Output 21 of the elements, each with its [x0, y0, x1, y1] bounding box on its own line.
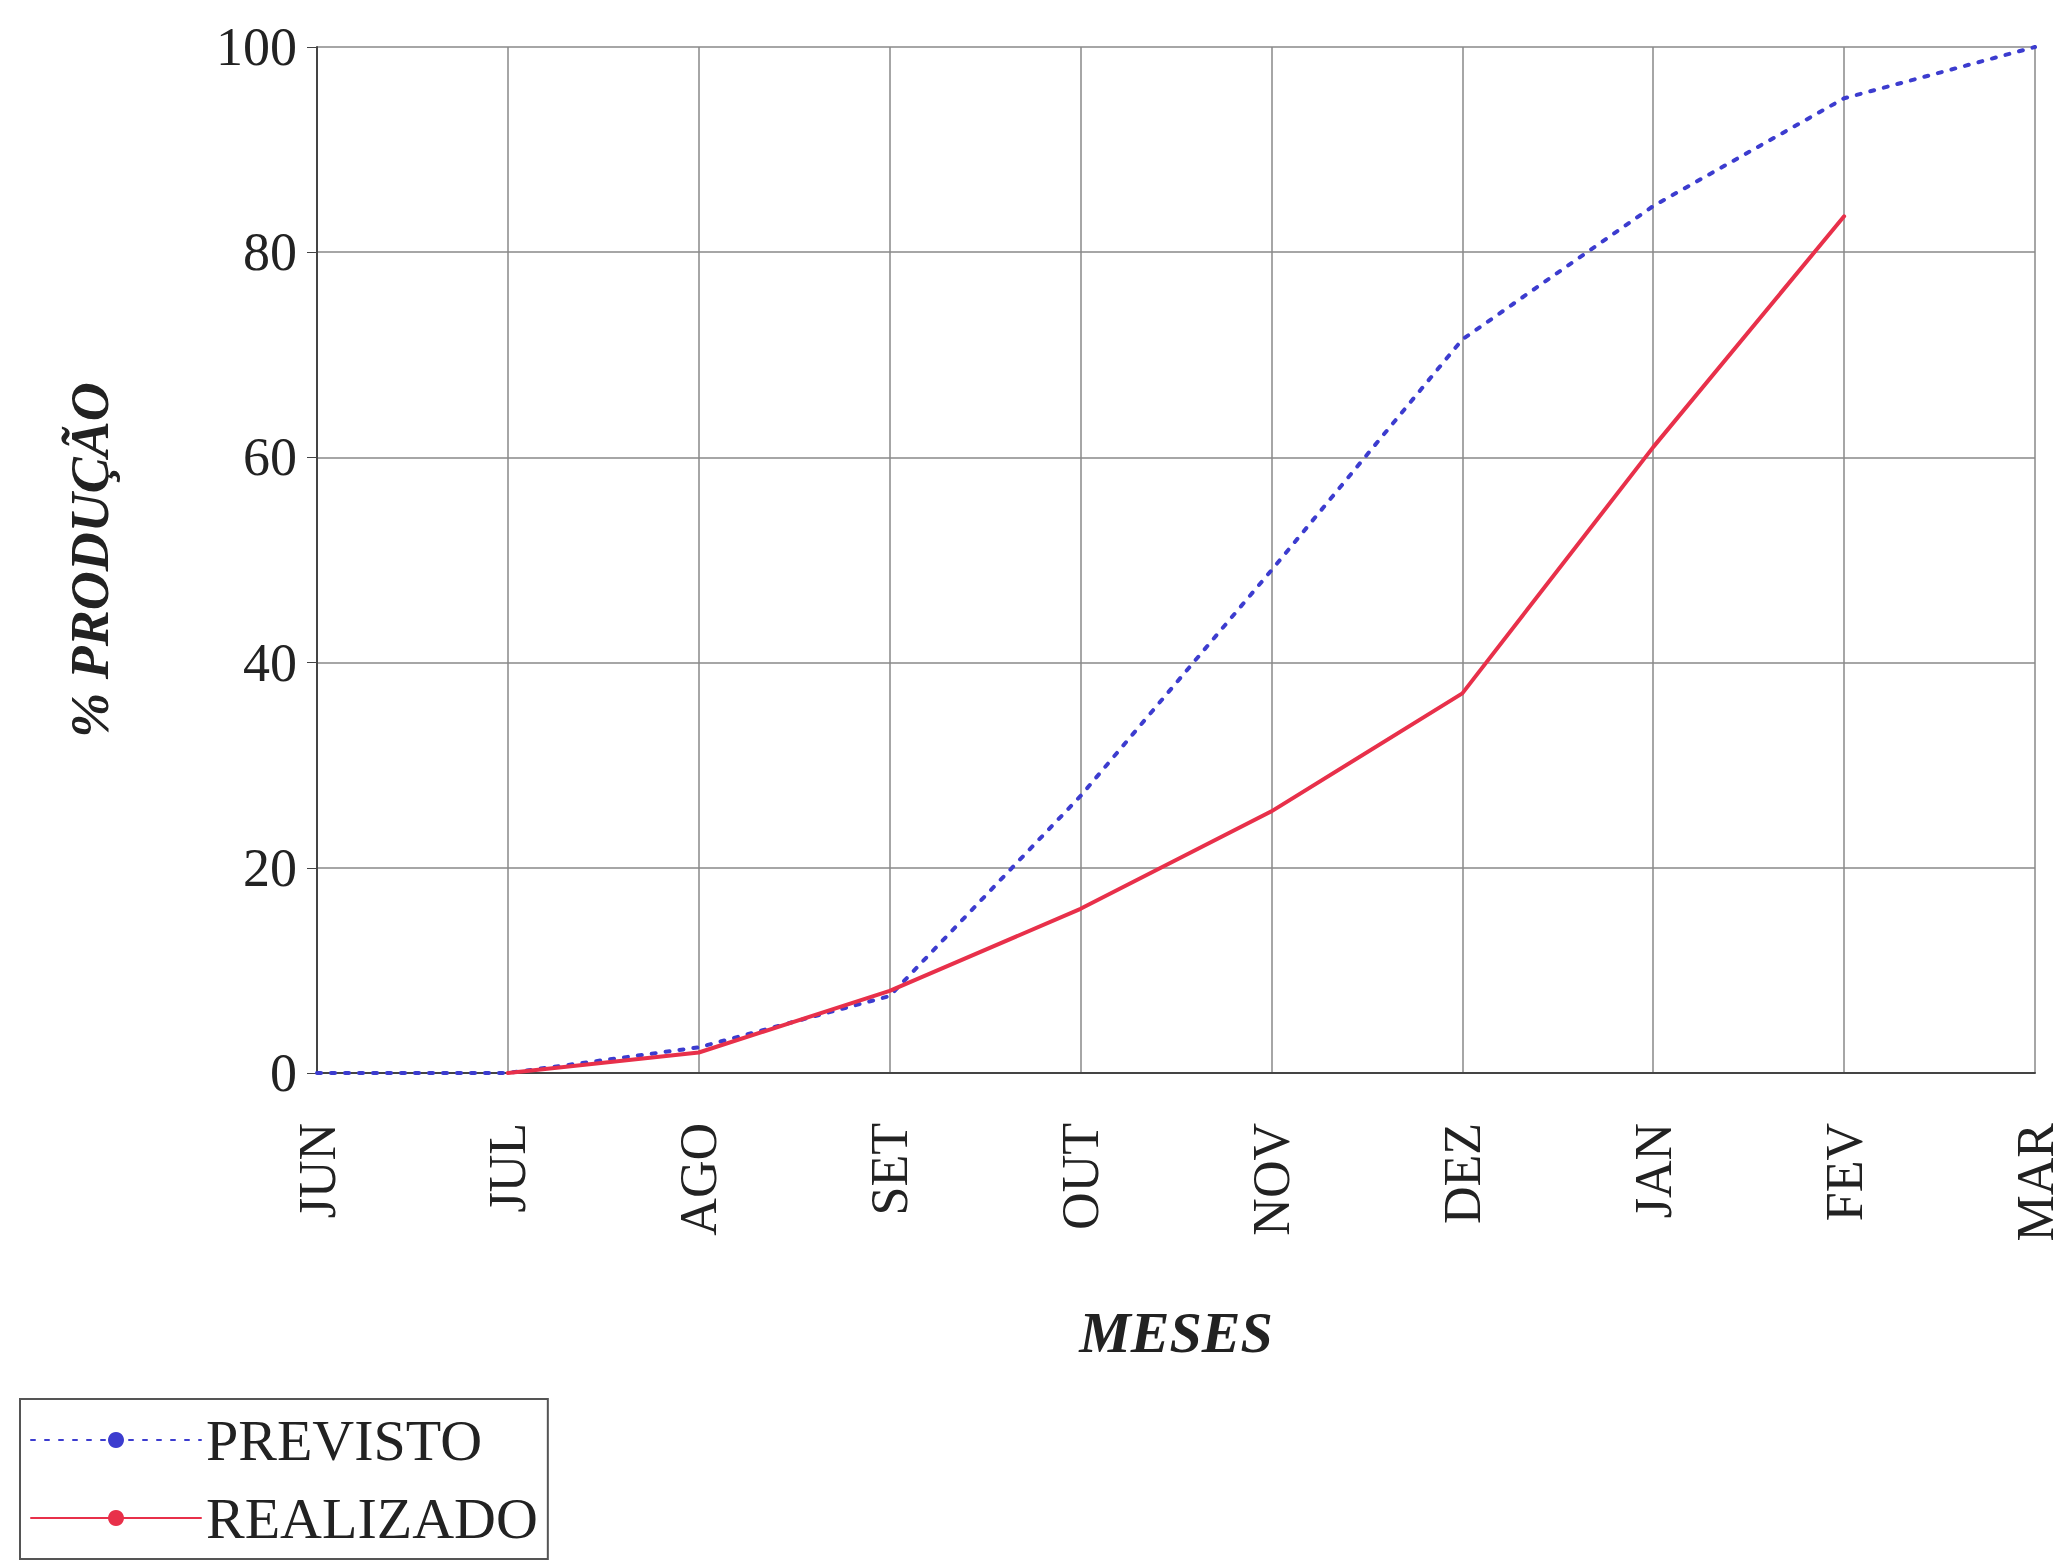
y-tick-label: 100: [216, 17, 297, 77]
y-tick-label: 40: [243, 632, 297, 693]
x-tick-label: AGO: [670, 1123, 728, 1236]
y-tick-label: 20: [243, 837, 297, 898]
y-axis-title: % PRODUÇÃO: [60, 382, 120, 738]
x-tick-label: DEZ: [1433, 1123, 1491, 1225]
x-tick-label: FEV: [1815, 1123, 1873, 1222]
y-tick-label: 60: [243, 427, 297, 488]
legend-label: PREVISTO: [206, 1407, 483, 1473]
x-tick-label: JUL: [479, 1123, 537, 1213]
x-tick-label: NOV: [1242, 1123, 1300, 1236]
x-tick-label: JAN: [1624, 1123, 1682, 1219]
y-tick-label: 0: [270, 1043, 297, 1103]
legend-label: REALIZADO: [206, 1485, 538, 1551]
x-tick-label: MAR: [2006, 1122, 2061, 1242]
line-series: [505, 214, 1847, 1075]
y-tick-label: 80: [243, 222, 297, 283]
x-tick-label: JUN: [288, 1123, 346, 1219]
x-axis-title: MESES: [1078, 1299, 1273, 1365]
x-tick-label: OUT: [1052, 1123, 1110, 1230]
x-tick-label: SET: [861, 1123, 919, 1216]
